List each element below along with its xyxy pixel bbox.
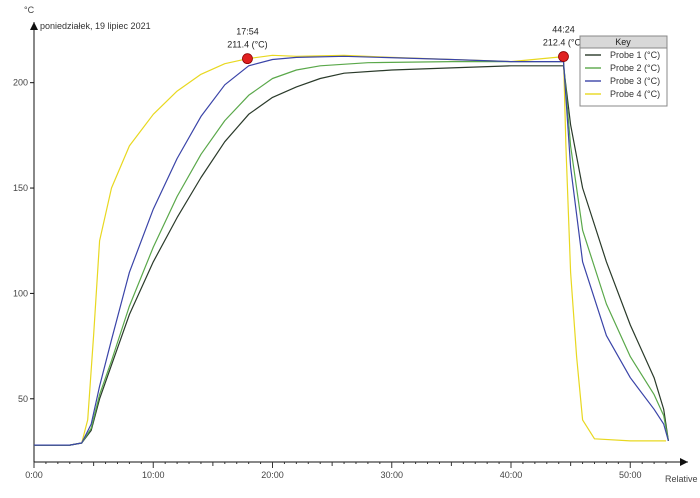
series-line-probe-2 — [34, 61, 669, 446]
y-axis-arrow — [30, 22, 38, 30]
y-tick-label: 150 — [13, 183, 28, 193]
annotation-time: 44:24 — [552, 25, 575, 35]
x-ticks: 0:00 10:00 20:00 30:00 40:00 50:00 — [25, 462, 667, 480]
x-tick-label: 20:00 — [261, 470, 284, 480]
annotation-marker[interactable] — [558, 51, 569, 62]
x-tick-label: 50:00 — [619, 470, 642, 480]
x-tick-label: 10:00 — [142, 470, 165, 480]
legend-entry: Probe 3 (°C) — [610, 76, 660, 86]
legend-entry: Probe 4 (°C) — [610, 89, 660, 99]
x-tick-label: 30:00 — [380, 470, 403, 480]
series-lines — [34, 54, 669, 446]
annotation-value: 211.4 (°C) — [227, 40, 267, 50]
series-line-probe-1 — [34, 65, 669, 446]
x-axis-arrow — [680, 458, 688, 466]
annotation-value: 212.4 (°C) — [543, 38, 584, 48]
y-tick-label: 200 — [13, 78, 28, 88]
x-tick-label: 0:00 — [25, 470, 43, 480]
x-tick-label: 40:00 — [500, 470, 523, 480]
y-tick-label: 50 — [18, 394, 28, 404]
legend: Key Probe 1 (°C) Probe 2 (°C) Probe 3 (°C)… — [579, 35, 668, 107]
series-line-probe-3 — [34, 55, 669, 446]
annotations: 17:54 211.4 (°C) 44:24 212.4 (°C) — [227, 25, 584, 65]
annotation-marker[interactable] — [242, 53, 253, 65]
legend-title: Key — [615, 37, 631, 47]
legend-entry: Probe 2 (°C) — [610, 63, 660, 73]
y-ticks: 50 100 150 200 — [13, 78, 34, 404]
x-axis-label: Relative — [665, 474, 698, 484]
annotation-time: 17:54 — [236, 27, 259, 37]
legend-entry: Probe 1 (°C) — [610, 50, 660, 60]
series-line-probe-4 — [34, 54, 666, 446]
axes — [30, 22, 688, 466]
y-tick-label: 100 — [13, 288, 28, 298]
legend-header — [579, 35, 668, 49]
y-unit-label: °C — [24, 5, 35, 15]
legend-items: Probe 1 (°C) Probe 2 (°C) Probe 3 (°C) Prob… — [585, 50, 660, 99]
date-label: poniedziałek, 19 lipiec 2021 — [40, 21, 151, 31]
